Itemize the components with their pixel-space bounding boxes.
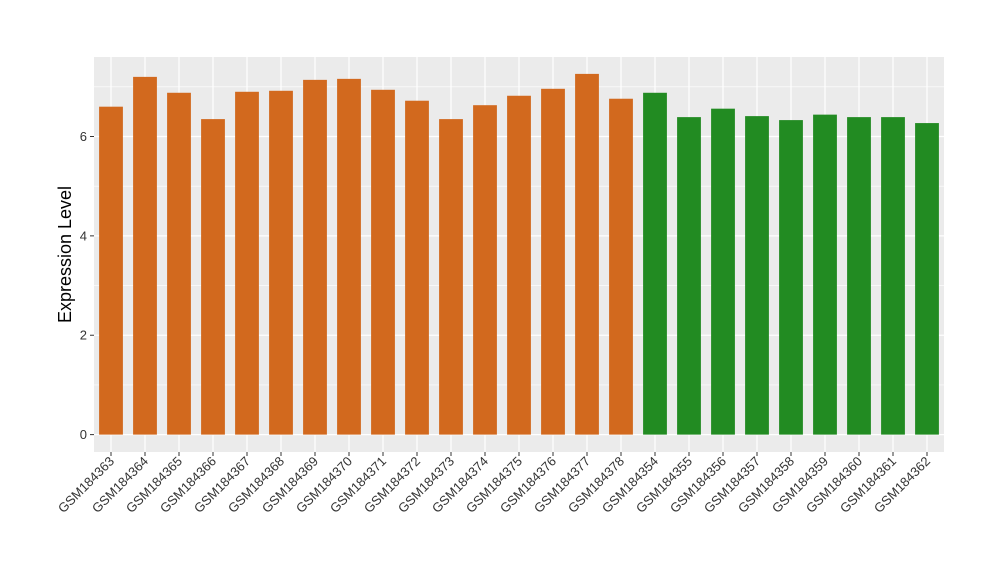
bar-GSM184374 — [473, 105, 497, 435]
y-tick-label: 2 — [80, 328, 87, 343]
y-tick-label: 0 — [80, 427, 87, 442]
bar-GSM184365 — [167, 92, 191, 435]
bar-GSM184360 — [847, 117, 871, 435]
x-axis: GSM184363GSM184364GSM184365GSM184366GSM1… — [55, 452, 933, 516]
bar-GSM184364 — [133, 76, 157, 435]
bar-GSM184359 — [813, 114, 837, 435]
bar-GSM184357 — [745, 116, 769, 435]
bar-GSM184378 — [609, 98, 633, 435]
bar-GSM184355 — [677, 117, 701, 435]
bar-GSM184376 — [541, 88, 565, 435]
bar-GSM184356 — [711, 108, 735, 435]
bar-GSM184363 — [99, 106, 123, 435]
bar-GSM184377 — [575, 73, 599, 435]
y-axis-title: Expression Level — [55, 186, 75, 323]
bar-GSM184375 — [507, 95, 531, 435]
bars — [99, 73, 939, 435]
bar-GSM184370 — [337, 78, 361, 435]
bar-GSM184362 — [915, 123, 939, 435]
bar-GSM184372 — [405, 100, 429, 435]
bar-GSM184368 — [269, 90, 293, 435]
bar-GSM184354 — [643, 92, 667, 435]
y-tick-label: 4 — [80, 228, 87, 243]
bar-GSM184358 — [779, 120, 803, 435]
bar-GSM184369 — [303, 79, 327, 435]
bar-GSM184361 — [881, 117, 905, 435]
bar-GSM184367 — [235, 91, 259, 435]
bar-GSM184371 — [371, 89, 395, 435]
y-axis: 0 2 4 6 — [80, 129, 94, 442]
bar-GSM184373 — [439, 119, 463, 435]
y-tick-label: 6 — [80, 129, 87, 144]
bar-GSM184366 — [201, 119, 225, 435]
